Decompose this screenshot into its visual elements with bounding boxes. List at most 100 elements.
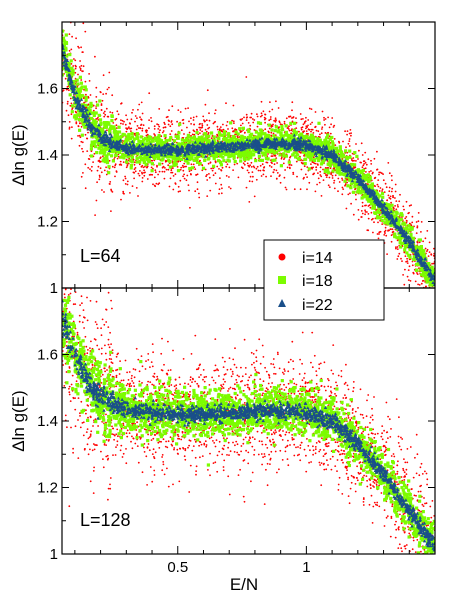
point-i14 (277, 107, 280, 109)
point-i14 (203, 120, 206, 123)
point-i14 (330, 123, 332, 126)
point-i14 (158, 131, 161, 134)
point-i14 (83, 101, 85, 104)
point-i14 (172, 175, 175, 177)
point-i14 (320, 175, 323, 178)
point-i14 (394, 183, 397, 186)
point-i14 (414, 280, 417, 283)
point-i14 (165, 168, 168, 171)
point-i14 (351, 152, 354, 155)
point-i14 (262, 173, 265, 176)
point-i14 (101, 99, 104, 102)
point-i18 (107, 171, 111, 175)
point-i14 (324, 118, 327, 120)
point-i18 (207, 156, 211, 160)
point-i18 (166, 155, 170, 159)
point-i14 (420, 231, 422, 233)
point-i14 (127, 126, 130, 128)
point-i14 (403, 283, 406, 286)
point-i14 (378, 173, 380, 176)
point-i18 (258, 121, 263, 125)
point-i14 (139, 170, 141, 172)
point-i18 (289, 121, 293, 125)
point-i18 (77, 113, 81, 117)
point-i14 (77, 125, 80, 128)
point-i14 (303, 121, 306, 123)
point-i14 (251, 118, 254, 120)
point-i14 (404, 268, 406, 271)
point-i14 (243, 132, 246, 134)
point-i14 (270, 175, 272, 178)
point-i14 (387, 162, 390, 164)
point-i14 (154, 134, 156, 137)
point-i18 (360, 170, 364, 174)
point-i18 (101, 128, 105, 132)
point-i14 (331, 117, 334, 119)
point-i18 (214, 154, 218, 159)
point-i14 (395, 247, 397, 250)
point-i14 (420, 221, 423, 223)
point-i18 (76, 82, 80, 86)
point-i18 (399, 245, 403, 249)
point-i14 (268, 119, 271, 122)
point-i14 (312, 132, 315, 134)
point-i18 (403, 222, 407, 227)
point-i14 (133, 132, 136, 135)
point-i14 (261, 163, 264, 166)
point-i14 (233, 122, 235, 124)
point-i14 (82, 97, 85, 100)
point-i18 (150, 162, 154, 166)
point-i18 (326, 171, 331, 175)
point-i14 (229, 187, 232, 190)
point-i18 (242, 156, 246, 160)
point-i14 (124, 177, 127, 180)
point-i18 (356, 168, 360, 172)
point-i14 (307, 132, 309, 135)
point-i14 (188, 131, 191, 134)
point-i14 (202, 115, 205, 118)
point-i14 (252, 165, 255, 168)
point-i18 (101, 159, 105, 163)
point-i14 (188, 189, 190, 192)
point-i14 (185, 179, 188, 182)
point-i18 (135, 156, 139, 160)
point-i14 (177, 109, 180, 111)
point-i14 (319, 166, 322, 169)
point-i14 (112, 122, 115, 124)
point-i14 (139, 116, 141, 119)
point-i14 (74, 71, 77, 74)
point-i14 (225, 102, 227, 105)
point-i14 (431, 298, 433, 300)
point-i14 (304, 173, 307, 176)
point-i18 (177, 131, 181, 135)
point-i14 (126, 118, 129, 121)
point-i18 (282, 154, 286, 158)
point-i14 (325, 174, 327, 176)
point-i14 (273, 163, 276, 166)
point-i14 (225, 165, 228, 168)
point-i14 (248, 165, 251, 168)
point-i14 (219, 126, 222, 128)
point-i14 (364, 204, 366, 207)
point-i14 (379, 219, 381, 222)
point-i14 (292, 171, 295, 174)
point-i14 (157, 127, 160, 130)
point-i14 (345, 178, 348, 180)
point-i14 (73, 58, 75, 60)
point-i14 (318, 181, 321, 184)
point-i14 (96, 181, 98, 184)
point-i18 (80, 85, 84, 89)
point-i18 (161, 157, 165, 161)
point-i18 (349, 182, 354, 186)
point-i14 (310, 163, 312, 166)
point-i18 (292, 151, 296, 155)
point-i18 (226, 158, 230, 162)
point-i14 (74, 110, 77, 113)
point-i14 (137, 108, 139, 111)
point-i18 (219, 163, 223, 167)
point-i14 (249, 164, 252, 167)
point-i18 (104, 154, 109, 158)
point-i14 (379, 230, 382, 233)
point-i14 (269, 101, 271, 103)
point-i14 (79, 69, 82, 71)
